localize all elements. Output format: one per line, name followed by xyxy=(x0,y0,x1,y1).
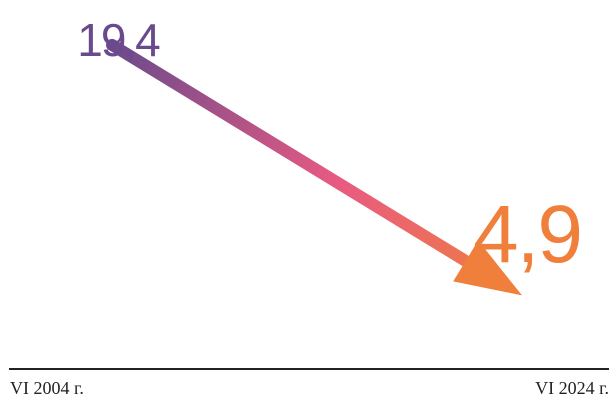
x-tick-label-2004: VI 2004 г. xyxy=(10,378,84,398)
x-tick-label-2024: VI 2024 г. xyxy=(535,378,609,398)
data-label-2004: 19,4 xyxy=(77,14,160,66)
data-label-2024: 4,9 xyxy=(473,189,581,280)
trend-arrow-head xyxy=(453,240,522,296)
trend-arrow-shaft xyxy=(106,38,477,271)
